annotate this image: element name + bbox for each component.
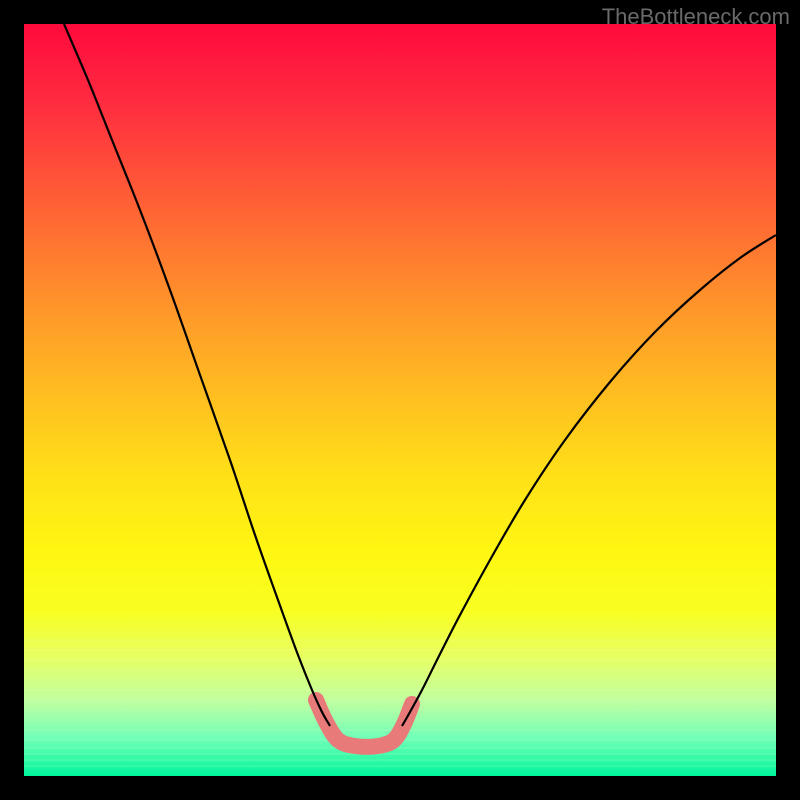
chart-container: TheBottleneck.com xyxy=(0,0,800,800)
bottleneck-chart xyxy=(0,0,800,800)
watermark-text: TheBottleneck.com xyxy=(602,4,790,30)
